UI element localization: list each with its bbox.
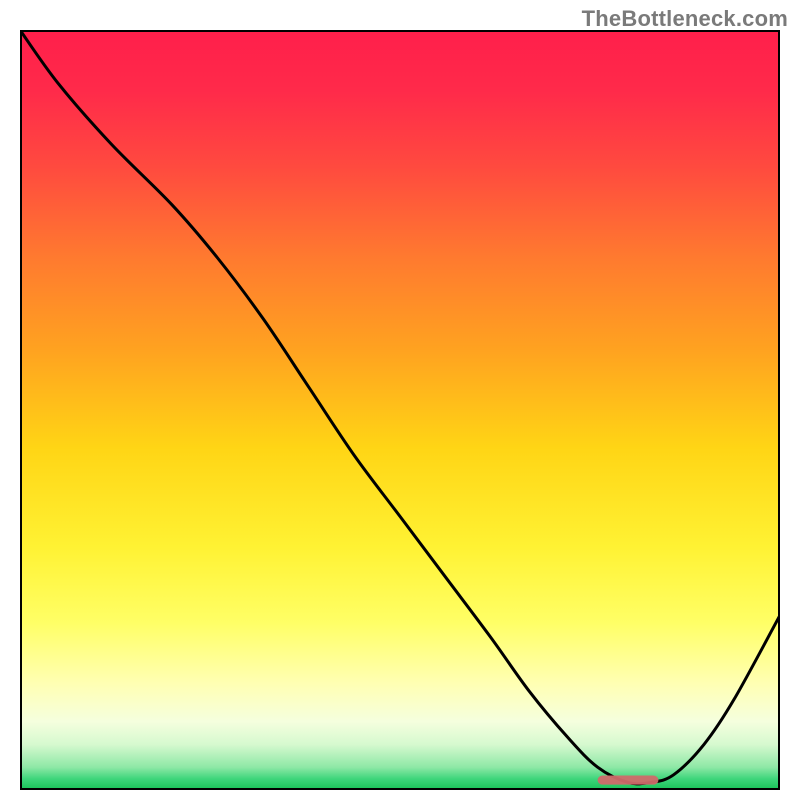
bottleneck-chart xyxy=(0,0,800,800)
optimal-range-marker xyxy=(598,776,659,785)
plot-area xyxy=(20,30,780,790)
watermark-text: TheBottleneck.com xyxy=(582,6,788,32)
chart-container: TheBottleneck.com xyxy=(0,0,800,800)
gradient-background xyxy=(20,30,780,790)
